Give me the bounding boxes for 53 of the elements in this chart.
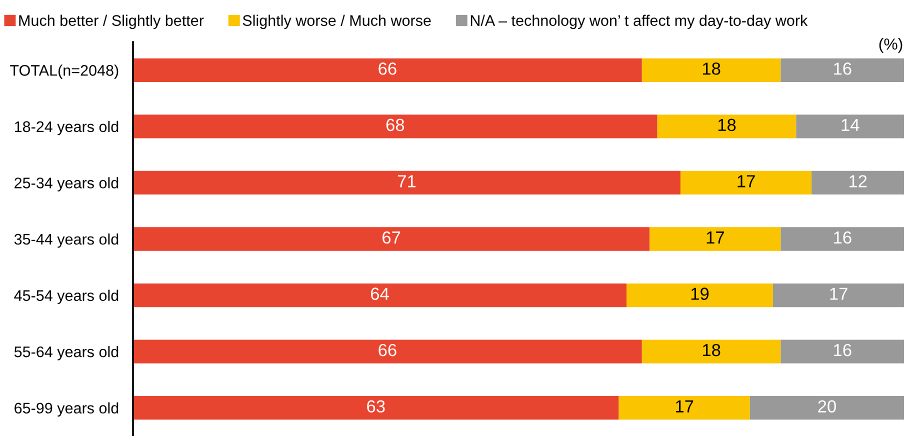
data-label: 14: [842, 118, 860, 131]
data-label: 17: [738, 175, 755, 188]
y-tick-label: 35-44 years old: [14, 233, 118, 248]
data-label: 16: [834, 344, 852, 356]
data-label: 12: [850, 175, 867, 188]
data-label: 66: [378, 344, 396, 356]
data-label: 18: [702, 344, 720, 356]
y-tick-label: 55-64 years old: [14, 346, 118, 360]
bar: [650, 227, 781, 251]
data-label: 66: [378, 62, 396, 75]
bar: [680, 170, 812, 195]
y-tick-label: 25-34 years old: [14, 177, 118, 192]
data-label: 17: [830, 288, 848, 300]
y-tick-label: 45-54 years old: [14, 290, 118, 304]
data-label: 17: [706, 232, 724, 244]
bar: [133, 170, 680, 195]
bar: [780, 340, 904, 364]
bar: [133, 227, 650, 251]
y-tick-label: TOTAL(n=2048): [10, 64, 118, 79]
legend-label: Much better / Slightly better: [19, 14, 204, 29]
legend-label: Slightly worse / Much worse: [242, 14, 431, 29]
bar: [657, 114, 796, 138]
bar: [642, 340, 781, 364]
bar: [642, 58, 781, 82]
bar: [780, 227, 904, 251]
data-label: 19: [691, 288, 709, 300]
bar: [626, 283, 774, 308]
data-label: 67: [382, 231, 400, 244]
y-tick-label: 18-24 years old: [14, 120, 118, 136]
data-label: 16: [834, 231, 852, 244]
data-label: 17: [676, 400, 694, 412]
bar: [780, 58, 904, 82]
y-tick-label: 65-99 years old: [14, 402, 118, 417]
bar: [796, 114, 904, 138]
data-label: 18: [702, 62, 720, 75]
data-label: 18: [718, 118, 736, 132]
bar: [618, 396, 750, 420]
bar: [133, 396, 619, 420]
bar: [133, 283, 626, 308]
data-label: 71: [398, 175, 416, 188]
annotation: (%): [879, 38, 902, 53]
bar: [773, 283, 904, 308]
data-label: 64: [370, 288, 389, 300]
bar: [750, 396, 904, 420]
data-label: 63: [367, 400, 385, 413]
bar: [133, 114, 658, 138]
data-label: 20: [818, 400, 836, 413]
data-label: 68: [386, 118, 404, 132]
bar: [812, 170, 904, 195]
bar: [133, 340, 642, 364]
bar: [133, 58, 642, 82]
legend-label: N/A – technology won’ t affect my day-to-day work: [470, 14, 808, 29]
data-label: 16: [834, 62, 852, 75]
